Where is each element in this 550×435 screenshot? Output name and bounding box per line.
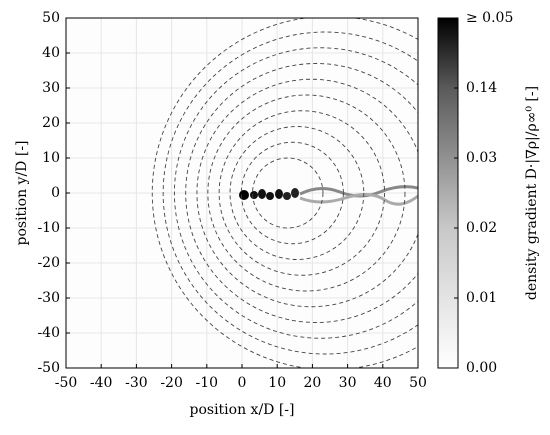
wave-circle: [162, 31, 418, 355]
y-tick-label: 0: [51, 185, 60, 201]
y-tick-label: -10: [37, 220, 60, 236]
x-tick-label: -20: [160, 375, 183, 391]
y-axis-label: position y/D [-]: [14, 140, 30, 245]
wave-circle: [174, 47, 418, 339]
y-tick-label: 10: [42, 150, 60, 166]
colorbar-tick-label: 0.01: [466, 290, 497, 306]
wave-circle: [151, 18, 418, 368]
colorbar: [437, 17, 459, 369]
wave-circle: [207, 94, 406, 292]
x-axis-label: position x/D [-]: [190, 402, 295, 418]
x-tick-label: 20: [303, 375, 321, 391]
x-tick-label: 30: [339, 375, 357, 391]
y-tick-label: -20: [37, 255, 60, 271]
x-tick-label: -10: [196, 375, 219, 391]
x-tick-label: 0: [238, 375, 247, 391]
y-tick-label: 20: [42, 115, 60, 131]
wave-circle: [229, 126, 365, 260]
y-tick-label: 30: [42, 80, 60, 96]
colorbar-tick-label: 0.02: [466, 220, 497, 236]
y-tick-label: -50: [37, 360, 60, 376]
y-tick-label: 50: [42, 10, 60, 26]
colorbar-tick-label: 0.03: [466, 150, 497, 166]
colorbar-tick-label: ≥ 0.05: [466, 10, 513, 26]
x-tick-label: -50: [55, 375, 78, 391]
x-tick-label: -40: [90, 375, 113, 391]
y-tick-label: -40: [37, 325, 60, 341]
x-tick-label: 40: [374, 375, 392, 391]
x-tick-label: 10: [268, 375, 286, 391]
wave-circle: [218, 110, 386, 276]
y-tick-label: 40: [42, 45, 60, 61]
colorbar-tick-label: 0.00: [466, 360, 497, 376]
wave-circle: [240, 141, 344, 245]
x-tick-label: 50: [409, 375, 427, 391]
wave-circle: [185, 63, 418, 323]
colorbar-tick-label: 0.14: [466, 80, 497, 96]
circles: [151, 18, 418, 368]
wave-circle: [196, 78, 418, 308]
colorbar-label: density gradient D·|∇ρ|/ρ∞⁰ [-]: [524, 86, 540, 300]
x-tick-label: -30: [125, 375, 148, 391]
wave-circle: [252, 157, 324, 229]
y-tick-label: -30: [37, 290, 60, 306]
